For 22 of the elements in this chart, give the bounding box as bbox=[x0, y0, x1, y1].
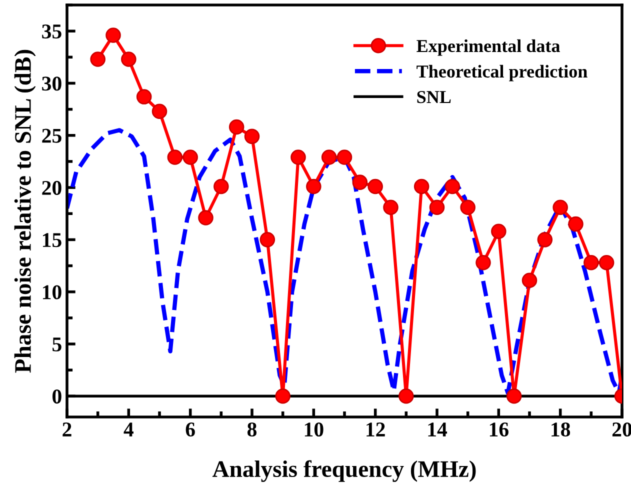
x-tick-label: 6 bbox=[186, 422, 195, 437]
y-tick-label: 20 bbox=[42, 180, 62, 195]
x-tick-label: 12 bbox=[366, 422, 385, 436]
y-tick-label: 30 bbox=[42, 76, 62, 91]
y-tick-label: 5 bbox=[52, 338, 62, 352]
legend-label: Theoretical prediction bbox=[416, 64, 588, 82]
y-tick-label: 35 bbox=[42, 24, 62, 39]
legend-label: SNL bbox=[417, 91, 451, 104]
x-tick-label: 10 bbox=[304, 422, 324, 437]
y-tick-label: 25 bbox=[42, 128, 62, 143]
x-axis-title: Analysis frequency (MHz) bbox=[212, 460, 476, 482]
legend-label: Experimental data bbox=[416, 39, 560, 56]
x-tick-label: 2 bbox=[62, 422, 72, 436]
x-tick-label: 14 bbox=[428, 422, 448, 436]
y-tick-label: 0 bbox=[52, 390, 62, 404]
y-tick-label: 10 bbox=[42, 285, 62, 300]
x-tick-label: 8 bbox=[247, 422, 257, 437]
x-tick-label: 16 bbox=[490, 422, 508, 437]
x-tick-label: 4 bbox=[124, 422, 134, 436]
y-tick-label: 15 bbox=[42, 233, 62, 248]
x-tick-label: 18 bbox=[552, 422, 570, 437]
y-axis-title: Phase noise relative to SNL (dB) bbox=[14, 50, 36, 373]
